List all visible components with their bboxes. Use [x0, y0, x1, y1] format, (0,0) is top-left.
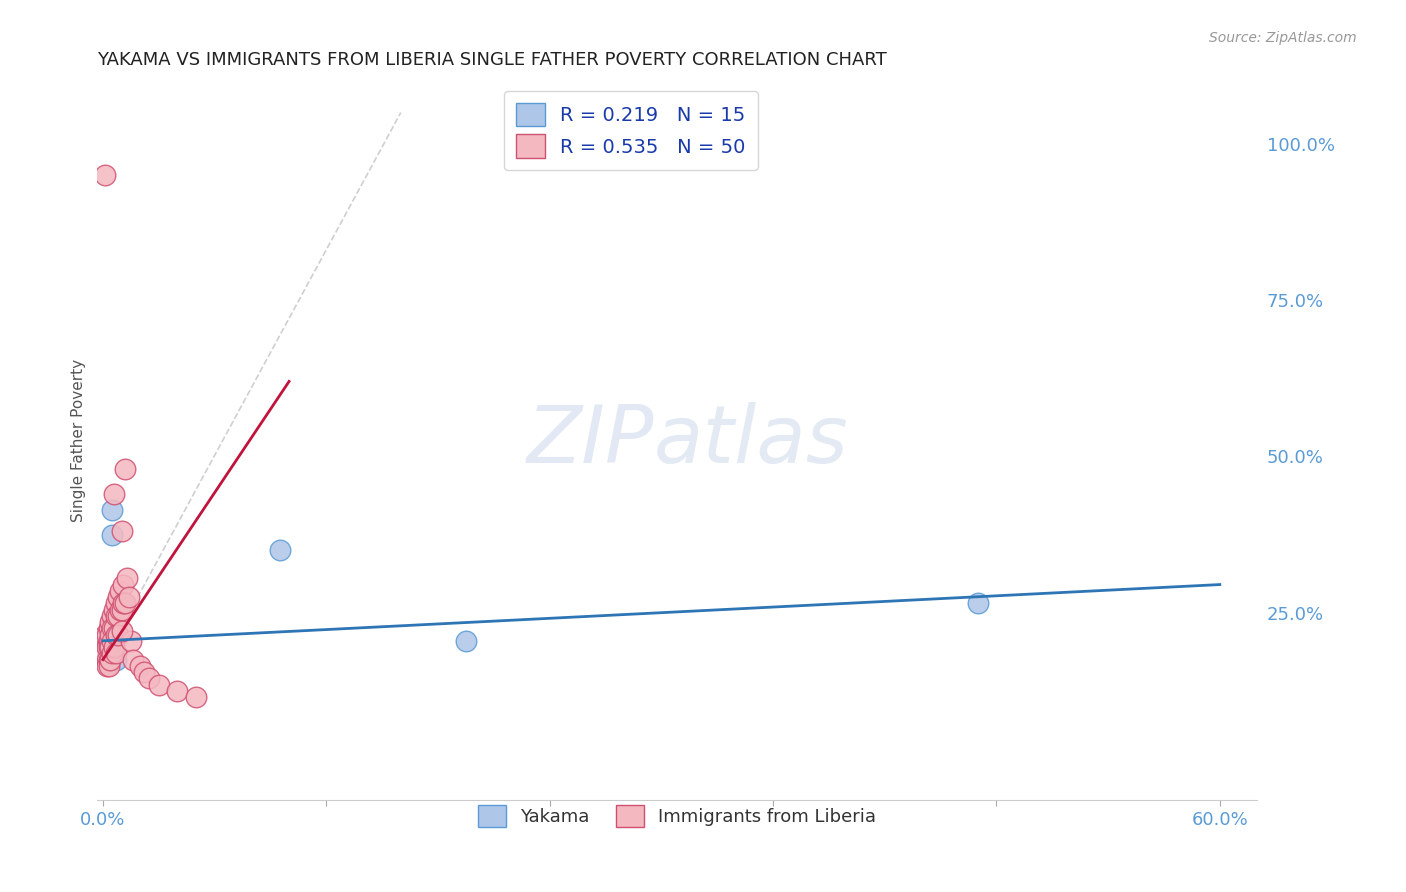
Point [107, 627, 129, 641]
Point [108, 583, 131, 598]
Point [132, 665, 155, 679]
Point [103, 621, 125, 635]
Point [114, 462, 136, 476]
Point [107, 608, 129, 623]
Point [103, 487, 125, 501]
Text: YAKAMA VS IMMIGRANTS FROM LIBERIA SINGLE FATHER POVERTY CORRELATION CHART: YAKAMA VS IMMIGRANTS FROM LIBERIA SINGLE… [97, 51, 887, 69]
Point [94, 168, 117, 182]
Point [101, 527, 124, 541]
Point [97, 646, 120, 660]
Point [110, 624, 132, 639]
Point [148, 677, 170, 691]
Point [101, 646, 124, 660]
Point [100, 640, 122, 654]
Point [112, 596, 135, 610]
Point [96, 640, 118, 654]
Point [97, 627, 120, 641]
Point [129, 658, 152, 673]
Point [96, 640, 118, 654]
Point [104, 608, 127, 623]
Point [107, 590, 129, 604]
Point [94, 646, 117, 660]
Point [121, 652, 143, 666]
Point [97, 633, 120, 648]
Point [115, 571, 138, 585]
Point [97, 656, 120, 670]
Point [966, 596, 988, 610]
Point [96, 652, 118, 666]
Point [114, 596, 136, 610]
Point [103, 640, 125, 654]
Point [96, 652, 118, 666]
Point [118, 590, 141, 604]
Point [184, 690, 207, 704]
Point [101, 502, 124, 516]
Point [96, 627, 118, 641]
Point [94, 627, 117, 641]
Point [101, 633, 124, 648]
Point [454, 633, 477, 648]
Point [100, 615, 122, 629]
Y-axis label: Single Father Poverty: Single Father Poverty [72, 359, 86, 523]
Point [104, 646, 127, 660]
Point [97, 640, 120, 654]
Point [96, 658, 118, 673]
Point [110, 524, 132, 539]
Text: atlas: atlas [654, 401, 849, 480]
Point [166, 683, 188, 698]
Point [112, 577, 135, 591]
Point [104, 596, 127, 610]
Point [97, 621, 120, 635]
Point [100, 627, 122, 641]
Point [97, 652, 120, 666]
Point [110, 602, 132, 616]
Point [101, 621, 124, 635]
Point [97, 658, 120, 673]
Point [94, 633, 117, 648]
Point [100, 640, 122, 654]
Point [104, 627, 127, 641]
Legend: Yakama, Immigrants from Liberia: Yakama, Immigrants from Liberia [471, 797, 883, 834]
Point [101, 608, 124, 623]
Text: ZIP: ZIP [527, 401, 654, 480]
Point [100, 652, 122, 666]
Point [138, 671, 160, 685]
Point [103, 602, 125, 616]
Point [120, 633, 142, 648]
Point [104, 652, 127, 666]
Point [103, 640, 125, 654]
Point [108, 602, 131, 616]
Text: Source: ZipAtlas.com: Source: ZipAtlas.com [1209, 31, 1357, 45]
Point [269, 543, 291, 558]
Point [100, 652, 122, 666]
